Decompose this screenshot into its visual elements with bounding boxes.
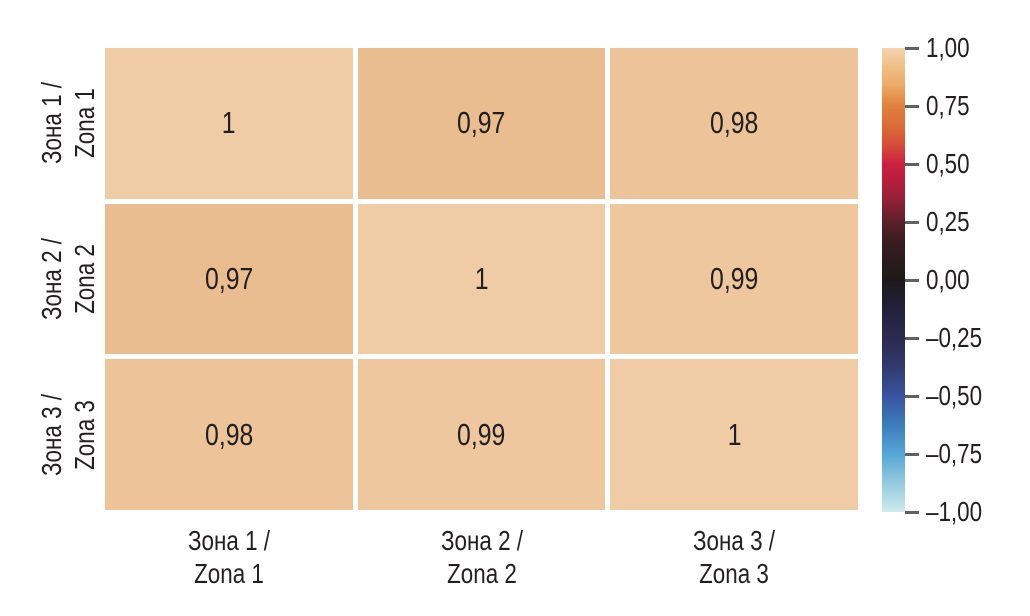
colorbar-tick: –0,75 <box>905 438 996 470</box>
y-label-line1: Зона 2 / <box>35 238 67 320</box>
colorbar-tick-mark <box>905 162 919 166</box>
x-label-line1: Зона 3 / <box>693 525 775 556</box>
colorbar-tick-mark <box>905 452 919 456</box>
x-label-line1: Зона 1 / <box>188 525 270 556</box>
x-label-line2: Zona 3 <box>699 558 769 590</box>
colorbar-tick-mark <box>905 104 919 108</box>
colorbar-tick: 0,50 <box>905 148 981 180</box>
colorbar-tick-mark <box>905 220 919 224</box>
colorbar-tick-label: 0,25 <box>926 206 970 237</box>
y-axis-label-zona3: Зона 3 / Zona 3 <box>35 384 101 486</box>
cell-value: 0,97 <box>457 105 506 141</box>
cell-value: 0,97 <box>204 260 253 296</box>
heatmap-cell: 0,99 <box>357 359 606 510</box>
colorbar-ticks: 1,00 0,75 0,50 0,25 0,00 –0,25 –0,50 –0,… <box>905 32 1025 527</box>
heatmap-grid: 1 0,97 0,98 0,97 1 0,99 0,98 0,99 1 <box>105 48 858 510</box>
cell-value: 1 <box>474 260 489 296</box>
y-label-line1: Зона 1 / <box>35 82 67 164</box>
cell-value: 0,99 <box>457 416 506 452</box>
colorbar-tick: –0,25 <box>905 322 996 354</box>
x-axis-label-zona2: Зона 2 / Zona 2 <box>431 524 533 590</box>
colorbar-tick-mark <box>905 278 919 282</box>
colorbar-tick-label: 1,00 <box>926 32 970 63</box>
x-label-line1: Зона 2 / <box>441 525 523 556</box>
x-axis-label-zona1: Зона 1 / Zona 1 <box>178 524 280 590</box>
y-label-line2: Zona 2 <box>69 244 100 314</box>
heatmap-cell: 0,99 <box>610 203 858 355</box>
colorbar-tick-label: 0,50 <box>926 148 970 179</box>
colorbar-tick-label: 0,75 <box>926 90 970 121</box>
x-axis-label-zona3: Зона 3 / Zona 3 <box>683 524 785 590</box>
heatmap-cell: 1 <box>357 203 606 355</box>
colorbar-tick-mark <box>905 336 919 340</box>
x-label-line2: Zona 2 <box>447 558 517 590</box>
colorbar-tick: 0,00 <box>905 264 981 296</box>
colorbar-tick-label: –0,25 <box>926 322 983 353</box>
colorbar-tick: 0,75 <box>905 90 981 122</box>
heatmap-cell: 0,98 <box>610 48 858 199</box>
heatmap-cell: 1 <box>105 48 353 199</box>
heatmap-cell: 0,97 <box>105 203 353 355</box>
cell-value: 1 <box>727 416 742 452</box>
heatmap-cell: 0,97 <box>357 48 606 199</box>
colorbar-tick-mark <box>905 46 919 50</box>
heatmap-cell: 1 <box>610 359 858 510</box>
colorbar-tick-label: 0,00 <box>926 264 970 295</box>
cell-value: 0,98 <box>204 416 253 452</box>
colorbar-tick: 0,25 <box>905 206 981 238</box>
colorbar-tick: –0,50 <box>905 380 996 412</box>
colorbar-tick-mark <box>905 510 919 514</box>
colorbar-tick: –1,00 <box>905 496 996 528</box>
heatmap-cell: 0,98 <box>105 359 353 510</box>
y-axis-label-zona1: Зона 1 / Zona 1 <box>35 72 101 174</box>
y-label-line2: Zona 1 <box>69 88 100 158</box>
y-label-line2: Zona 3 <box>69 400 100 470</box>
colorbar-tick-label: –0,75 <box>926 438 983 469</box>
x-label-line2: Zona 1 <box>194 558 264 590</box>
colorbar-tick-label: –0,50 <box>926 380 983 411</box>
colorbar-tick-mark <box>905 394 919 398</box>
y-label-line1: Зона 3 / <box>35 394 67 476</box>
colorbar-tick: 1,00 <box>905 32 981 64</box>
colorbar-tick-label: –1,00 <box>926 496 983 527</box>
cell-value: 1 <box>221 105 236 141</box>
y-axis-label-zona2: Зона 2 / Zona 2 <box>35 228 101 330</box>
colorbar-gradient <box>882 48 905 512</box>
cell-value: 0,98 <box>710 105 759 141</box>
cell-value: 0,99 <box>710 260 759 296</box>
